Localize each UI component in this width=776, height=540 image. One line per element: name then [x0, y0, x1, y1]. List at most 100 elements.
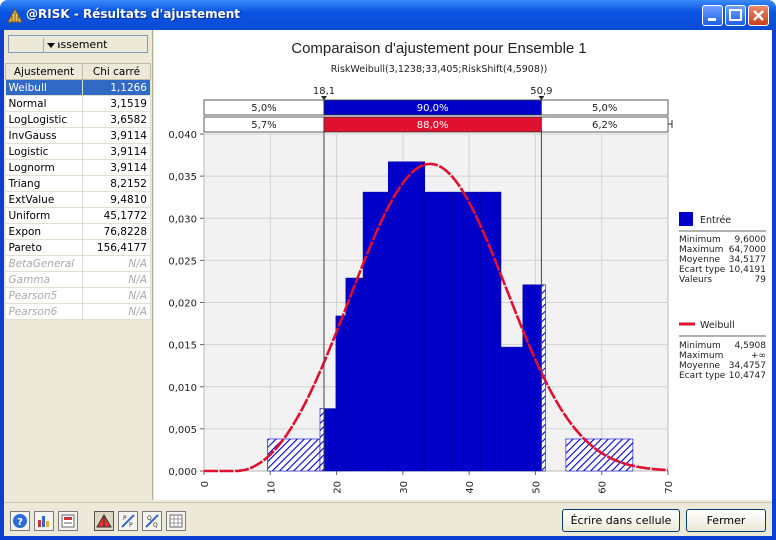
- chi-square-cell[interactable]: N/A: [82, 287, 151, 304]
- fit-name-cell[interactable]: Logistic: [5, 143, 83, 160]
- histogram-bar: [335, 315, 347, 472]
- fit-ranking-table: Ajustement Chi carré Weibull 1,1266 Normal…: [5, 63, 151, 320]
- fit-stat-value: 4,5908: [735, 341, 767, 351]
- fit-band-label: 5,7%: [251, 120, 276, 131]
- fit-name-cell[interactable]: LogLogistic: [5, 111, 83, 128]
- fit-stat-value: 34,4757: [729, 361, 766, 371]
- x-tick-label: 30: [399, 481, 410, 494]
- chi-square-cell[interactable]: N/A: [82, 303, 151, 320]
- chi-square-cell[interactable]: N/A: [82, 255, 151, 272]
- window-title: @RISK - Résultats d'ajustement: [26, 7, 241, 21]
- title-bar[interactable]: @RISK - Résultats d'ajustement: [0, 0, 776, 30]
- chart-subtitle: RiskWeibull(3,1238;33,405;RiskShift(4,59…: [331, 64, 548, 75]
- y-tick-label: 0,035: [168, 172, 197, 183]
- table-row[interactable]: Pareto 156,4177: [5, 239, 151, 256]
- chart-type-icon[interactable]: [34, 511, 54, 531]
- table-row[interactable]: BetaGeneral N/A: [5, 255, 151, 272]
- fit-name-cell[interactable]: ExtValue: [5, 191, 83, 208]
- density-icon[interactable]: [94, 511, 114, 531]
- y-tick-label: 0,005: [168, 425, 197, 436]
- chi-square-cell[interactable]: 1,1266: [82, 79, 151, 96]
- ranking-dropdown[interactable]: Classement: [8, 35, 148, 53]
- fit-name-cell[interactable]: Pearson5: [5, 287, 83, 304]
- fit-stat-label: Ecart type: [679, 371, 726, 381]
- chi-square-cell[interactable]: 3,9114: [82, 127, 151, 144]
- write-to-cell-button[interactable]: Écrire dans cellule: [562, 509, 680, 532]
- table-row[interactable]: Triang 8,2152: [5, 175, 151, 192]
- table-row[interactable]: Weibull 1,1266: [5, 79, 151, 96]
- table-icon[interactable]: [166, 511, 186, 531]
- table-row[interactable]: Gamma N/A: [5, 271, 151, 288]
- table-row[interactable]: Normal 3,1519: [5, 95, 151, 112]
- svg-text:P: P: [129, 522, 133, 529]
- input-band-label: 90,0%: [417, 103, 449, 114]
- fit-comparison-chart: Comparaison d'ajustement pour Ensemble 1…: [168, 40, 767, 494]
- column-header-chi-square[interactable]: Chi carré: [82, 63, 151, 80]
- fit-name-cell[interactable]: Pareto: [5, 239, 83, 256]
- fit-band-label: 6,2%: [592, 120, 617, 131]
- x-tick-label: 50: [531, 481, 542, 494]
- fit-stat-value: +∞: [751, 351, 766, 361]
- band-end-marker: [668, 120, 673, 128]
- svg-text:Q: Q: [153, 522, 158, 529]
- table-row[interactable]: ExtValue 9,4810: [5, 191, 151, 208]
- close-button[interactable]: Fermer: [686, 509, 766, 532]
- chart-area: Comparaison d'ajustement pour Ensemble 1…: [154, 30, 772, 500]
- chi-square-cell[interactable]: 76,8228: [82, 223, 151, 240]
- input-band-segment: [540, 99, 669, 116]
- fit-name-cell[interactable]: Gamma: [5, 271, 83, 288]
- chi-square-cell[interactable]: 156,4177: [82, 239, 151, 256]
- fit-stat-label: Minimum: [679, 341, 721, 351]
- fit-stat-label: Maximum: [679, 351, 723, 361]
- chi-square-cell[interactable]: 3,1519: [82, 95, 151, 112]
- fit-name-cell[interactable]: Uniform: [5, 207, 83, 224]
- fit-name-cell[interactable]: Lognorm: [5, 159, 83, 176]
- left-delimiter-handle: [320, 96, 327, 100]
- table-row[interactable]: Logistic 3,9114: [5, 143, 151, 160]
- chi-square-cell[interactable]: 3,9114: [82, 143, 151, 160]
- chi-square-cell[interactable]: N/A: [82, 271, 151, 288]
- fit-name-cell[interactable]: InvGauss: [5, 127, 83, 144]
- fit-name-cell[interactable]: Weibull: [5, 79, 83, 96]
- minimize-button[interactable]: [702, 5, 723, 26]
- ranking-dropdown-label: Classement: [43, 38, 108, 51]
- table-row[interactable]: InvGauss 3,9114: [5, 127, 151, 144]
- x-tick-label: 0: [200, 481, 211, 487]
- histogram-bar: [452, 191, 481, 472]
- dialog-client-area: Classement Ajustement Chi carré Weibull 1…: [4, 30, 772, 536]
- chi-square-cell[interactable]: 3,9114: [82, 159, 151, 176]
- chi-square-cell[interactable]: 45,1772: [82, 207, 151, 224]
- input-stat-value: 64,7000: [729, 245, 766, 255]
- chi-square-cell[interactable]: 8,2152: [82, 175, 151, 192]
- close-window-button[interactable]: [748, 5, 769, 26]
- x-tick-label: 40: [465, 481, 476, 494]
- column-header-fit[interactable]: Ajustement: [5, 63, 83, 80]
- table-row[interactable]: Uniform 45,1772: [5, 207, 151, 224]
- fit-name-cell[interactable]: Expon: [5, 223, 83, 240]
- x-tick-label: 20: [333, 481, 344, 494]
- maximize-button[interactable]: [725, 5, 746, 26]
- help-icon[interactable]: ?: [10, 511, 30, 531]
- fit-stat-label: Moyenne: [679, 361, 721, 371]
- histogram-bar: [323, 408, 337, 472]
- table-row[interactable]: Pearson6 N/A: [5, 303, 151, 320]
- fit-name-cell[interactable]: Normal: [5, 95, 83, 112]
- stats-icon[interactable]: [58, 511, 78, 531]
- table-row[interactable]: Lognorm 3,9114: [5, 159, 151, 176]
- fit-name-cell[interactable]: Pearson6: [5, 303, 83, 320]
- chi-square-cell[interactable]: 9,4810: [82, 191, 151, 208]
- table-row[interactable]: LogLogistic 3,6582: [5, 111, 151, 128]
- weibull-fit-curve: [204, 162, 669, 473]
- chi-square-cell[interactable]: 3,6582: [82, 111, 151, 128]
- table-row[interactable]: Pearson5 N/A: [5, 287, 151, 304]
- histogram-bar: [424, 191, 453, 472]
- fit-name-cell[interactable]: BetaGeneral: [5, 255, 83, 272]
- table-row[interactable]: Expon 76,8228: [5, 223, 151, 240]
- chevron-down-icon[interactable]: [43, 38, 58, 52]
- risk-app-icon: [7, 7, 23, 23]
- input-stat-label: Moyenne: [679, 255, 721, 265]
- fit-name-cell[interactable]: Triang: [5, 175, 83, 192]
